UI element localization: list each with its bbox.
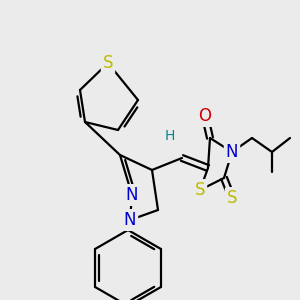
Text: O: O	[199, 107, 212, 125]
Text: N: N	[124, 211, 136, 229]
Text: S: S	[227, 189, 237, 207]
Text: N: N	[226, 143, 238, 161]
Text: H: H	[165, 129, 175, 143]
Text: N: N	[126, 186, 138, 204]
Text: S: S	[103, 54, 113, 72]
Text: S: S	[195, 181, 205, 199]
